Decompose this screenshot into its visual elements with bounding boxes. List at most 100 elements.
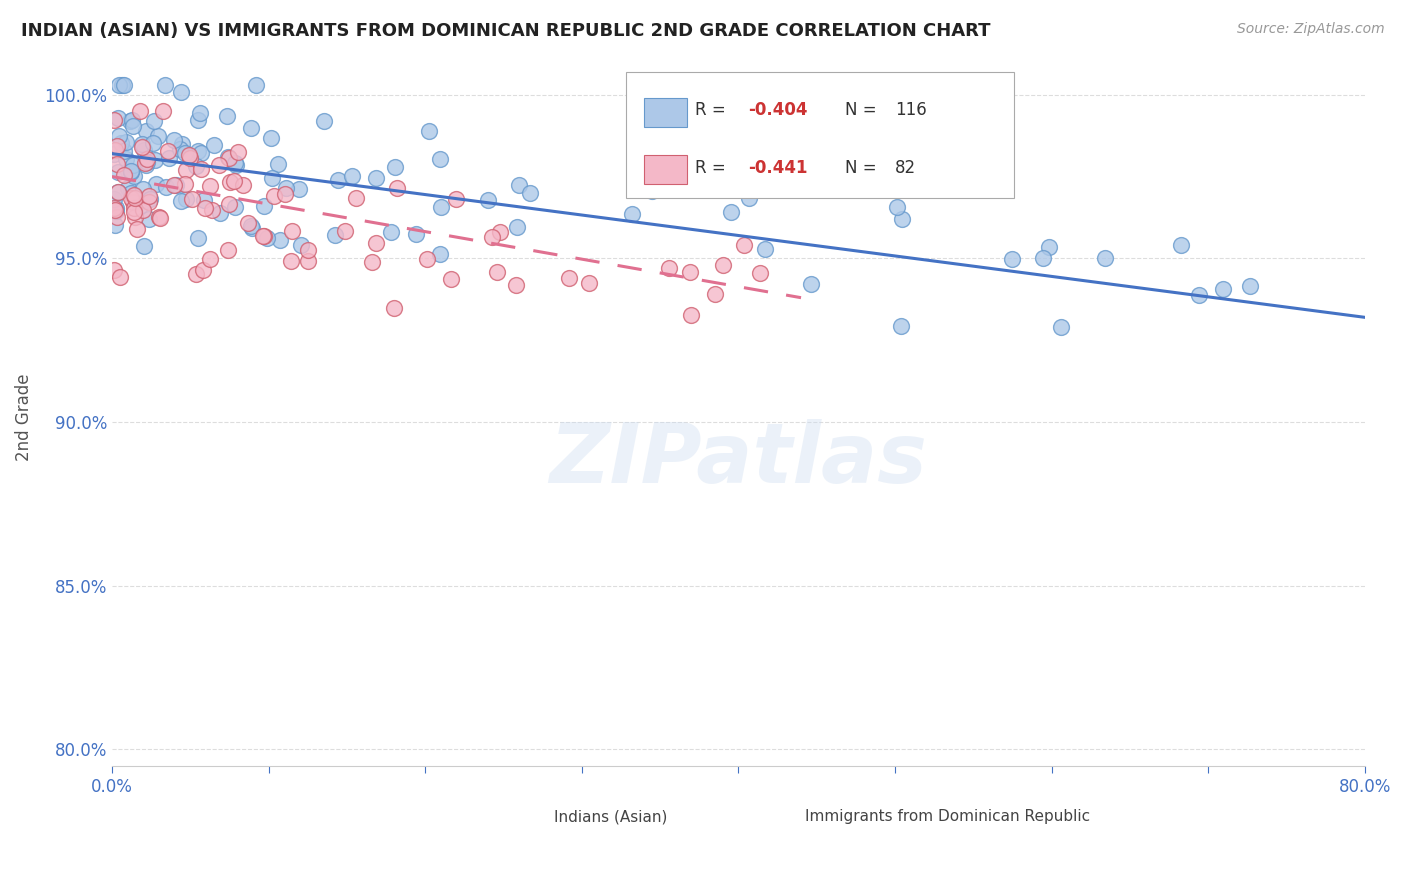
Point xyxy=(176,192,198,206)
Point xyxy=(135,152,157,166)
Point xyxy=(107,185,129,199)
Point xyxy=(124,169,146,183)
Point xyxy=(188,105,211,120)
Point xyxy=(297,243,319,257)
Point xyxy=(1001,252,1024,266)
Point xyxy=(187,145,209,159)
Point xyxy=(290,238,312,252)
Point xyxy=(120,164,142,178)
Point xyxy=(142,114,165,128)
Point xyxy=(157,152,180,166)
Text: 82: 82 xyxy=(896,159,917,177)
Point xyxy=(218,175,240,189)
Point xyxy=(886,200,908,214)
Point xyxy=(131,202,153,217)
Point xyxy=(124,210,146,224)
Point xyxy=(122,188,145,202)
Point xyxy=(191,263,214,277)
Point xyxy=(236,216,259,230)
Point xyxy=(145,177,167,191)
Point xyxy=(754,242,776,256)
Point xyxy=(120,165,142,179)
Point xyxy=(122,202,145,216)
Point xyxy=(312,114,335,128)
Point xyxy=(170,137,193,152)
Point xyxy=(477,193,499,207)
Point xyxy=(360,255,382,269)
Point xyxy=(240,219,263,234)
Point xyxy=(131,140,153,154)
Point xyxy=(488,225,510,239)
Point xyxy=(385,181,408,195)
Point xyxy=(181,193,204,207)
Point xyxy=(105,203,128,218)
Point xyxy=(263,189,285,203)
Point xyxy=(143,153,166,168)
Point xyxy=(252,228,274,243)
Point xyxy=(890,319,912,334)
Point xyxy=(228,145,250,160)
Point xyxy=(187,113,209,128)
Point xyxy=(138,192,160,206)
Point xyxy=(217,109,239,123)
Point xyxy=(217,150,239,164)
Point xyxy=(104,143,127,157)
Point xyxy=(124,191,146,205)
Point xyxy=(429,153,451,167)
Point xyxy=(115,135,138,149)
Point xyxy=(198,178,221,193)
Point xyxy=(103,263,125,277)
Point xyxy=(288,182,311,196)
Point xyxy=(405,227,427,241)
Point xyxy=(209,206,232,220)
Point xyxy=(132,182,155,196)
Point xyxy=(260,131,283,145)
Point xyxy=(117,181,139,195)
Point xyxy=(641,185,664,199)
Point xyxy=(138,212,160,227)
Point xyxy=(382,301,405,315)
Point xyxy=(485,265,508,279)
Point xyxy=(201,203,224,218)
Point xyxy=(440,272,463,286)
Text: N =: N = xyxy=(845,159,882,177)
Text: R =: R = xyxy=(695,102,731,120)
Point xyxy=(281,224,304,238)
Point xyxy=(253,229,276,244)
Point xyxy=(704,286,727,301)
Point xyxy=(620,206,643,220)
Point xyxy=(380,225,402,239)
Point xyxy=(121,120,143,134)
Point xyxy=(127,221,149,235)
Point xyxy=(170,85,193,99)
Point xyxy=(1038,240,1060,254)
Point xyxy=(558,271,581,285)
Point xyxy=(508,178,530,193)
Point xyxy=(260,170,283,185)
Point xyxy=(122,205,145,219)
Point xyxy=(117,163,139,178)
Point xyxy=(1094,251,1116,265)
Point xyxy=(104,218,127,232)
Text: Source: ZipAtlas.com: Source: ZipAtlas.com xyxy=(1237,22,1385,37)
Point xyxy=(711,258,734,272)
Point xyxy=(163,178,186,193)
Point xyxy=(444,192,467,206)
Point xyxy=(153,78,176,92)
Point xyxy=(245,78,267,92)
Text: R =: R = xyxy=(695,159,731,177)
Point xyxy=(112,144,135,158)
Point xyxy=(658,261,681,276)
Point xyxy=(186,159,208,173)
Point xyxy=(695,157,717,171)
Point xyxy=(108,78,131,92)
Point xyxy=(267,157,290,171)
Point xyxy=(108,269,131,284)
Point xyxy=(519,186,541,200)
Point xyxy=(165,178,187,193)
Point xyxy=(194,201,217,215)
Point xyxy=(224,155,246,169)
Point xyxy=(505,278,527,293)
Point xyxy=(121,113,143,128)
Point xyxy=(749,266,772,280)
